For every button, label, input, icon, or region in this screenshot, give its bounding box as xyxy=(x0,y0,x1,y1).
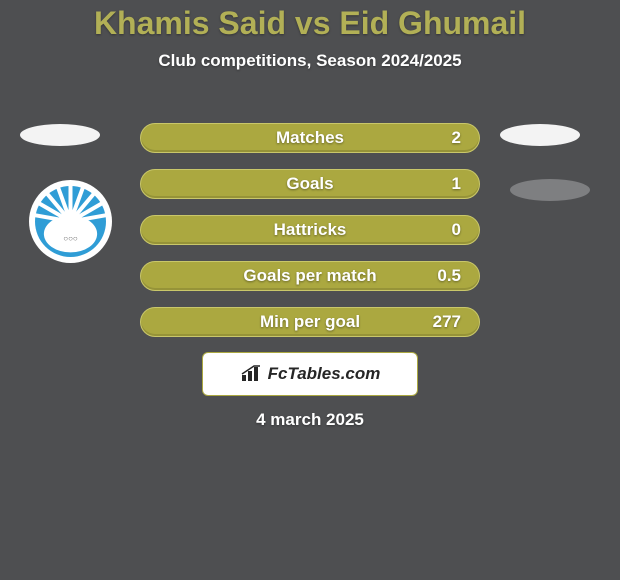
club-right-placeholder-oval xyxy=(510,179,590,201)
footer-date: 4 march 2025 xyxy=(256,410,364,430)
stat-value: 0.5 xyxy=(437,266,461,286)
stat-row: Matches 2 xyxy=(140,123,480,153)
player-right-placeholder-oval xyxy=(500,124,580,146)
club-left-badge: ○○○ xyxy=(29,180,112,263)
player-left-placeholder-oval xyxy=(20,124,100,146)
club-badge-icon: ○○○ xyxy=(29,180,112,263)
stat-label: Matches xyxy=(276,128,344,148)
stat-value: 0 xyxy=(452,220,461,240)
stat-row: Goals per match 0.5 xyxy=(140,261,480,291)
stat-value: 2 xyxy=(452,128,461,148)
bar-chart-icon xyxy=(240,365,262,383)
stat-row: Goals 1 xyxy=(140,169,480,199)
stat-label: Goals per match xyxy=(243,266,376,286)
page-title: Khamis Said vs Eid Ghumail xyxy=(0,0,620,41)
stat-value: 1 xyxy=(452,174,461,194)
stat-value: 277 xyxy=(433,312,461,332)
subtitle: Club competitions, Season 2024/2025 xyxy=(0,51,620,71)
brand-text: FcTables.com xyxy=(268,364,381,384)
stat-label: Hattricks xyxy=(274,220,347,240)
svg-text:○○○: ○○○ xyxy=(63,234,78,243)
stat-label: Min per goal xyxy=(260,312,360,332)
brand-box[interactable]: FcTables.com xyxy=(202,352,418,396)
stat-label: Goals xyxy=(286,174,333,194)
comparison-stat-bars: Matches 2 Goals 1 Hattricks 0 Goals per match 0… xyxy=(140,123,480,337)
stat-row: Hattricks 0 xyxy=(140,215,480,245)
stat-row: Min per goal 277 xyxy=(140,307,480,337)
